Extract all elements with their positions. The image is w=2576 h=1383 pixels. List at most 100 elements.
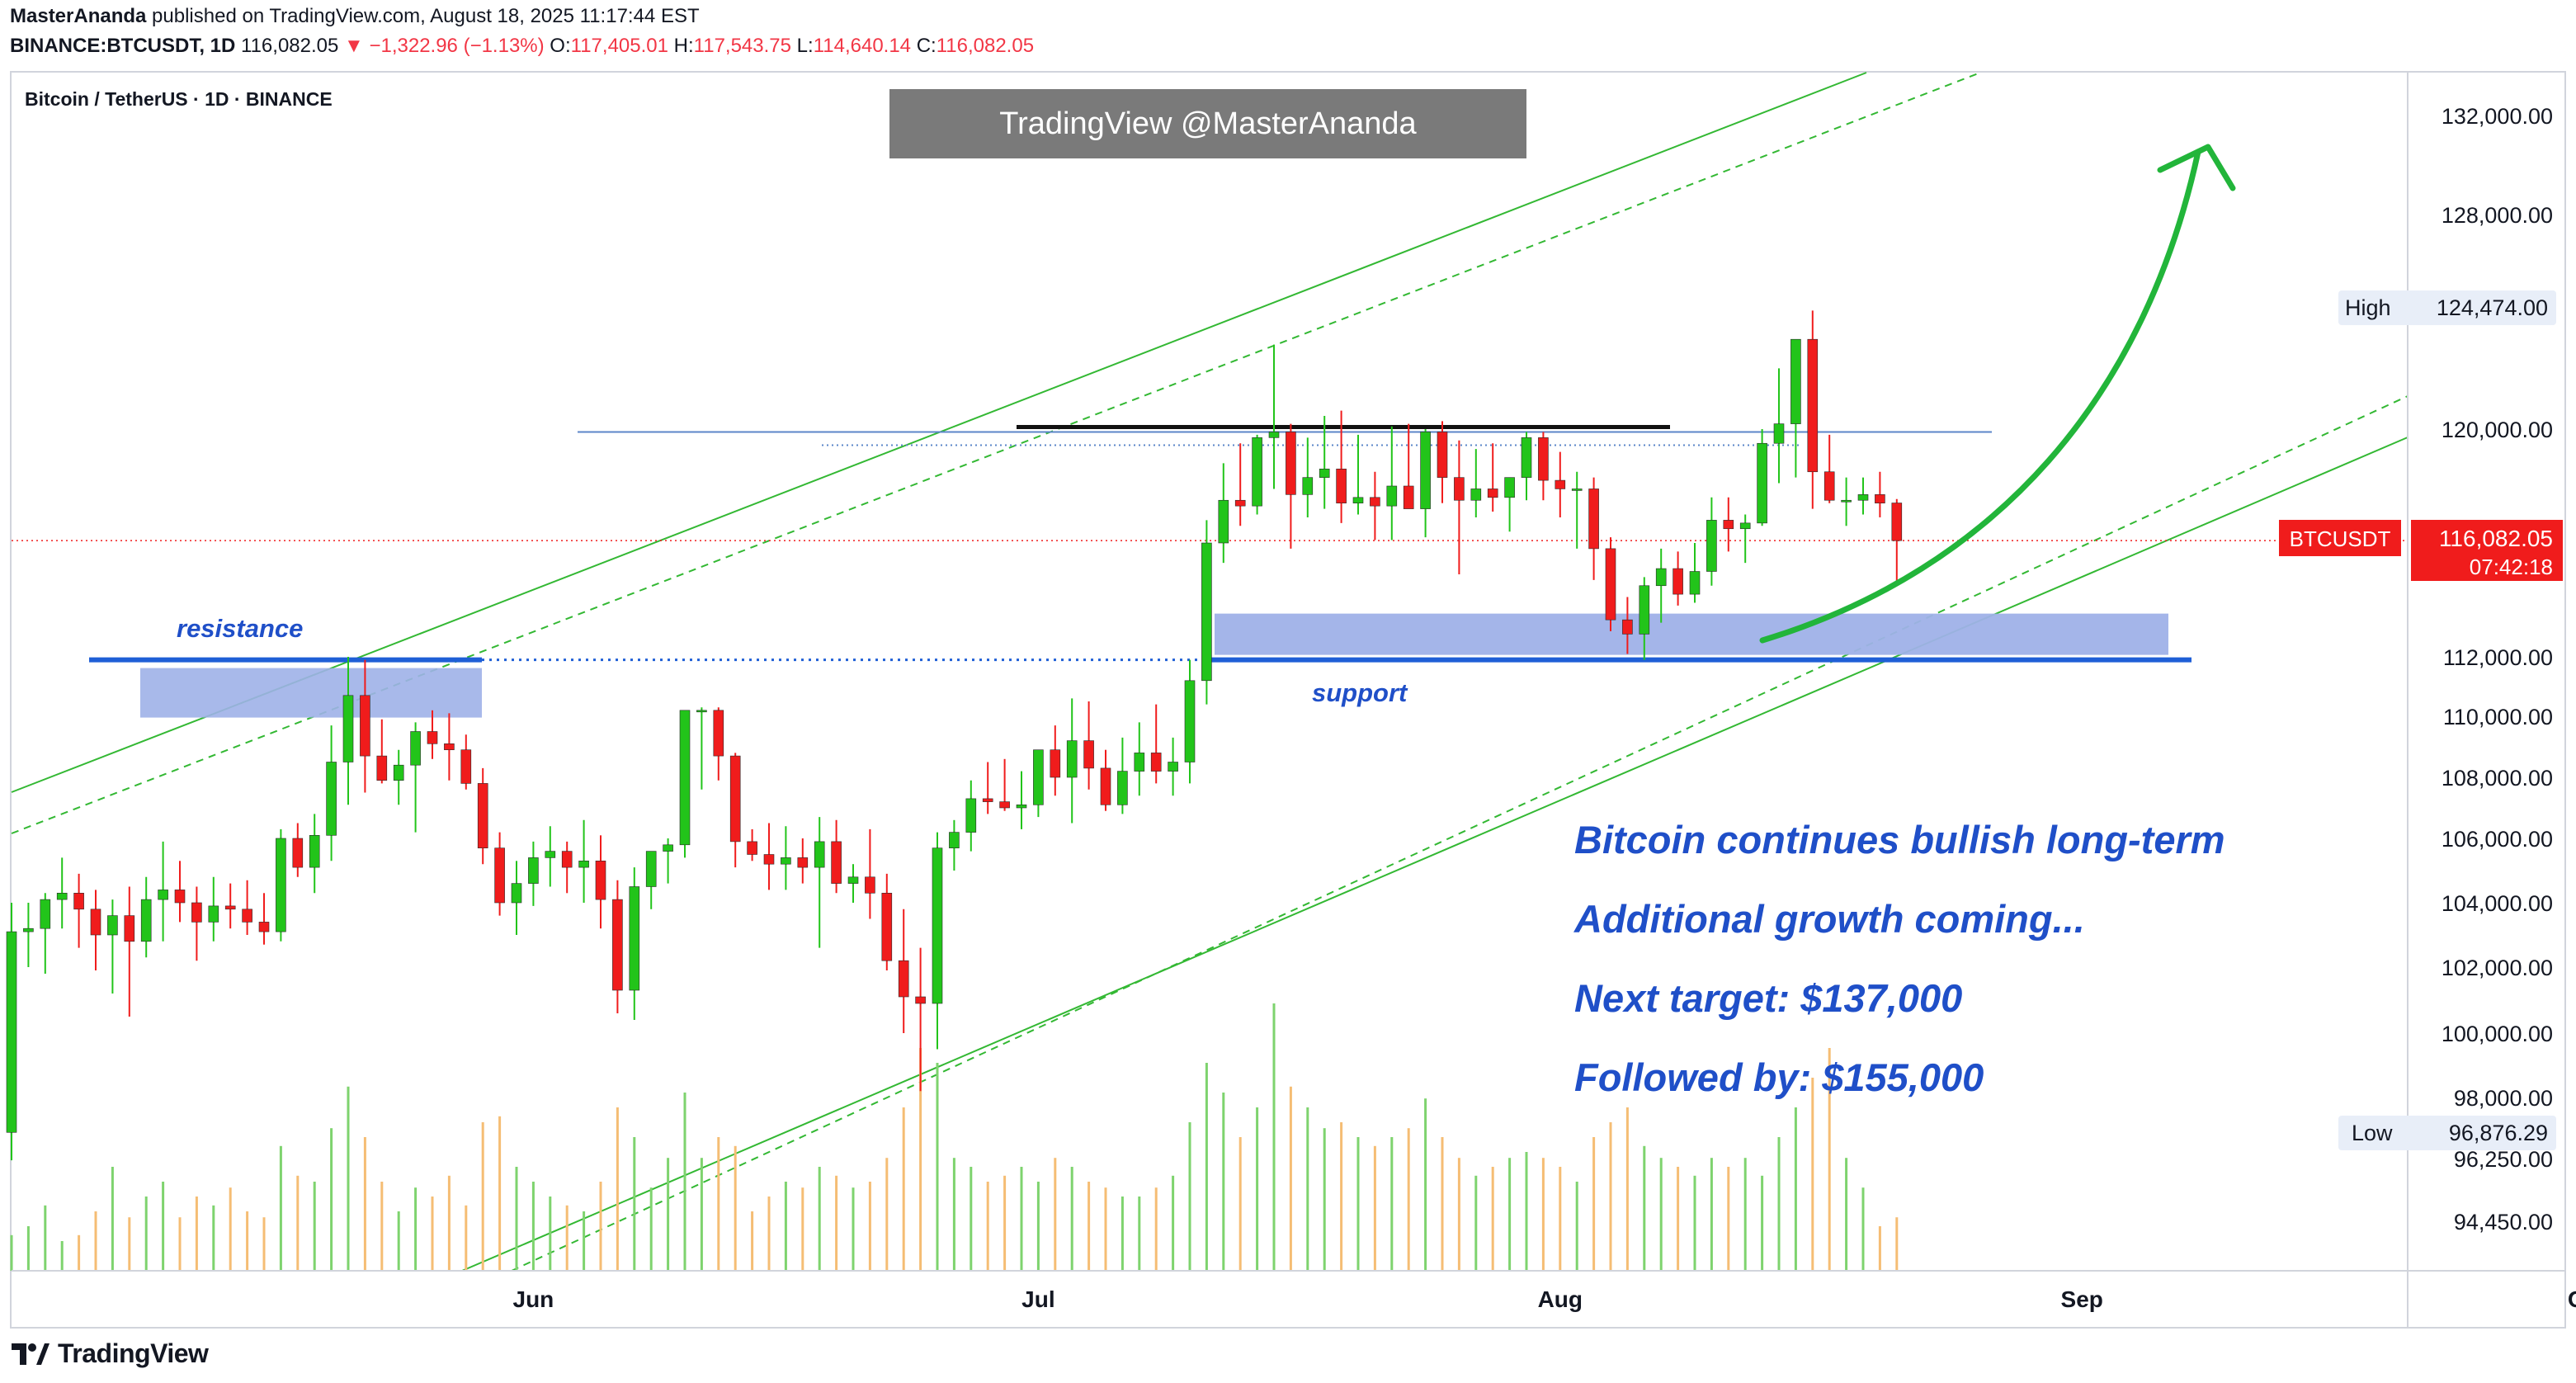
candle-body: [1016, 804, 1027, 809]
candle-body: [242, 909, 252, 923]
candle-body: [1487, 489, 1498, 498]
volume-bar: [667, 1158, 670, 1271]
volume-bar: [1407, 1128, 1410, 1271]
volume-bar: [94, 1211, 97, 1271]
high-value: 124,474.00: [2437, 295, 2548, 320]
candle-body: [1571, 489, 1583, 491]
volume-bar: [1238, 1137, 1242, 1271]
volume-bar: [599, 1182, 602, 1271]
candle-body: [1538, 437, 1549, 481]
candle-body: [645, 851, 657, 887]
candle-body: [814, 841, 825, 868]
candle-body: [847, 876, 859, 884]
volume-bar: [1036, 1182, 1040, 1271]
high-label: H:: [673, 35, 694, 57]
tradingview-logo[interactable]: TradingView: [12, 1338, 209, 1369]
candle-body: [578, 861, 589, 868]
volume-bar: [986, 1182, 989, 1271]
volume-bar: [649, 1187, 653, 1271]
x-tick-label: Jun: [513, 1286, 554, 1312]
volume-bar: [1811, 1078, 1814, 1271]
support-zone: [1215, 613, 2168, 655]
candle-body: [545, 851, 556, 858]
volume-bar: [1643, 1145, 1646, 1271]
y-tick-label: 98,000.00: [2454, 1086, 2553, 1111]
candle-body: [174, 890, 186, 904]
note-line-3: Next target: $137,000: [1574, 976, 1962, 1020]
candle-body: [663, 844, 673, 852]
candle-body: [1403, 485, 1414, 509]
candle-body: [713, 710, 724, 757]
candle-body: [1454, 477, 1465, 501]
volume-bar: [1323, 1128, 1326, 1271]
chart-frame[interactable]: [10, 71, 2566, 1329]
volume-bar: [1356, 1137, 1360, 1271]
candle-body: [528, 857, 539, 884]
volume-bar: [1508, 1158, 1512, 1271]
candle-body: [781, 857, 791, 865]
candle-body: [124, 915, 135, 942]
resistance-label: resistance: [177, 614, 303, 643]
volume-bar: [583, 1211, 586, 1271]
candle-body: [1655, 568, 1667, 587]
volume-bar: [363, 1137, 366, 1271]
volume-bar: [1777, 1137, 1781, 1271]
volume-bar: [1172, 1175, 1175, 1271]
candle-body: [696, 710, 707, 713]
candle-body: [982, 798, 993, 802]
volume-bar: [1003, 1175, 1007, 1271]
volume-bar: [1727, 1167, 1730, 1271]
volume-bar: [1693, 1175, 1696, 1271]
candle-body: [1521, 437, 1532, 478]
y-tick-label: 106,000.00: [2442, 827, 2553, 852]
candle-body: [309, 834, 320, 868]
candle-body: [1117, 771, 1128, 805]
candle-body: [1286, 432, 1296, 495]
note-line-4: Followed by: $155,000: [1574, 1055, 1984, 1099]
y-tick-label: 102,000.00: [2442, 956, 2553, 980]
pane-legend: Bitcoin / TetherUS · 1D · BINANCE: [25, 88, 333, 110]
volume-bar: [128, 1217, 131, 1271]
candle-body: [191, 902, 202, 923]
volume-bar: [1070, 1167, 1073, 1271]
x-tick-label: Jul: [1021, 1286, 1054, 1312]
low-value: 114,640.14: [813, 35, 912, 57]
volume-bar: [1794, 1107, 1797, 1271]
volume-bar: [111, 1167, 114, 1271]
volume-bar: [431, 1197, 434, 1271]
symbol-tag: [2279, 520, 2401, 556]
high-label: High: [2345, 295, 2391, 320]
candle-body: [1319, 468, 1330, 478]
volume-bar: [1424, 1098, 1427, 1271]
author-name[interactable]: MasterAnanda: [10, 5, 147, 27]
symbol-tag-text: BTCUSDT: [2290, 526, 2391, 551]
volume-bar: [178, 1217, 182, 1271]
volume-bar: [717, 1137, 720, 1271]
candle-body: [1083, 740, 1094, 769]
candle-body: [208, 905, 219, 923]
volume-bar: [1205, 1063, 1208, 1271]
candle-body: [1066, 740, 1078, 778]
candle-body: [1470, 489, 1482, 501]
candle-body: [1757, 442, 1767, 524]
candle-body: [23, 928, 34, 932]
volume-bar: [1677, 1167, 1680, 1271]
volume-bar: [1625, 1107, 1629, 1271]
volume-bar: [330, 1128, 333, 1271]
volume-bar: [852, 1187, 855, 1271]
volume-bars: [10, 1003, 1899, 1271]
candle-body: [1891, 503, 1903, 541]
volume-bar: [565, 1205, 569, 1271]
candle-body: [1622, 619, 1633, 635]
y-tick-label: 128,000.00: [2442, 203, 2553, 228]
last-price: 116,082.05: [241, 35, 339, 57]
volume-bar: [700, 1158, 703, 1271]
arrow-drawing[interactable]: [1759, 144, 2236, 644]
candles: [6, 310, 1903, 1161]
footer-brand: TradingView: [58, 1338, 209, 1368]
time-axis[interactable]: Jun Jul Aug Sep Oct: [513, 1286, 2576, 1312]
candle-body: [410, 731, 421, 766]
price-scale[interactable]: 132,000.00 128,000.00 120,000.00 112,000.00…: [2442, 104, 2553, 1234]
volume-bar: [818, 1167, 821, 1271]
